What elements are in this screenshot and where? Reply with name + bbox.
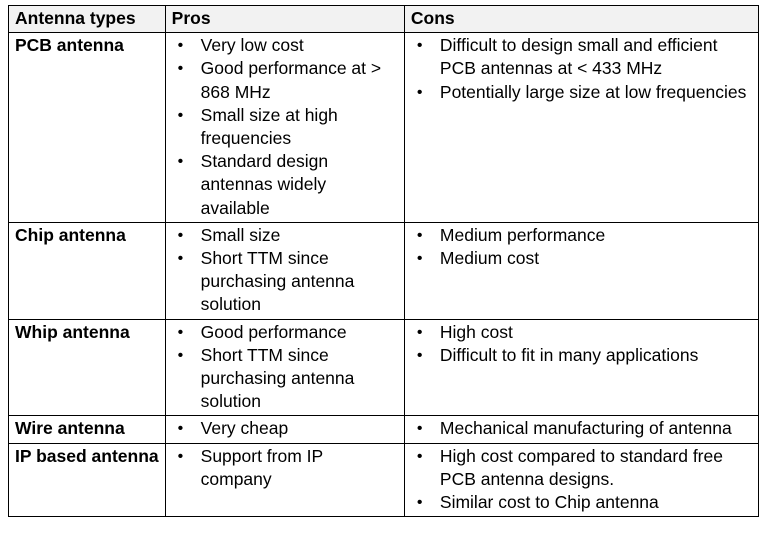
bullet-icon: • [416,494,423,512]
pros-cell: • Very cheap [164,415,405,444]
pros-item-text: Standard design antennas widely availabl… [200,151,329,218]
cons-item-text: High cost compared to standard free PCB … [439,445,723,489]
pros-item-text: Very low cost [200,35,304,56]
header-cons: Cons [403,4,760,34]
pros-list-item: • Support from IP company [172,445,398,491]
pros-list-item: • Short TTM since purchasing antenna solu… [172,247,398,317]
bullet-icon: • [177,323,184,341]
bullet-icon: • [177,250,184,268]
bullet-icon: • [416,83,423,101]
header-pros: Pros [164,4,405,34]
pros-list: • Support from IP company [172,445,398,491]
pros-cell: • Support from IP company [164,442,405,518]
cons-item-text: Medium performance [439,224,606,245]
cons-item-text: Mechanical manufacturing of antenna [439,418,732,439]
cons-list: • High cost compared to standard free PCB… [411,445,752,515]
pros-item-text: Support from IP company [200,445,323,489]
antenna-type-cell: Wire antenna [8,415,166,444]
cons-list: • Medium performance • Medium cost [411,224,752,270]
cons-item-text: Similar cost to Chip antenna [439,492,659,513]
bullet-icon: • [177,420,184,438]
bullet-icon: • [416,323,423,341]
bullet-icon: • [177,346,184,364]
pros-list: • Small size • Short TTM since purchasing a… [172,224,398,317]
pros-item-text: Short TTM since purchasing antenna solut… [200,248,355,315]
cons-cell: • Difficult to design small and efficient… [403,32,760,223]
cons-list-item: • Potentially large size at low frequenci… [411,81,752,104]
bullet-icon: • [177,447,184,465]
bullet-icon: • [416,420,423,438]
cons-cell: • Medium performance • Medium cost [403,221,760,320]
pros-list-item: • Very cheap [172,417,398,440]
bullet-icon: • [177,60,184,78]
bullet-icon: • [177,226,184,244]
table-row: IP based antenna • Support from IP company… [8,442,760,518]
pros-item-text: Good performance [200,321,347,342]
pros-list: • Very low cost • Good performance at > 868… [172,34,398,220]
bullet-icon: • [177,37,184,55]
cons-cell: • Mechanical manufacturing of antenna [403,415,760,444]
header-antenna-types: Antenna types [8,4,166,34]
cons-list-item: • Medium cost [411,247,752,270]
antenna-type-cell: PCB antenna [8,32,166,223]
bullet-icon: • [416,250,423,268]
pros-list: • Good performance • Short TTM since purcha… [172,321,398,414]
cons-list-item: • Medium performance [411,224,752,247]
pros-item-text: Small size at high frequencies [200,104,338,149]
antenna-type-cell: IP based antenna [8,442,166,518]
cons-cell: • High cost compared to standard free PCB… [403,442,760,518]
antenna-comparison-table: Antenna types Pros Cons PCB antenna • Very… [8,4,760,518]
table-row: Wire antenna • Very cheap • Mechanical manuf… [8,415,760,444]
pros-list-item: • Standard design antennas widely availab… [172,150,398,220]
table-row: PCB antenna • Very low cost • Good performan… [8,32,760,223]
pros-cell: • Small size • Short TTM since purchasing a… [164,221,405,320]
table-body: PCB antenna • Very low cost • Good performan… [8,32,760,518]
cons-item-text: Difficult to fit in many applications [439,344,699,365]
cons-list: • Difficult to design small and efficient… [411,34,752,104]
cons-item-text: Difficult to design small and efficient … [439,35,718,79]
pros-list-item: • Good performance [172,321,398,344]
cons-list-item: • High cost [411,321,752,344]
bullet-icon: • [177,153,184,171]
cons-item-text: Potentially large size at low frequencie… [439,81,747,102]
pros-list: • Very cheap [172,417,398,440]
cons-list-item: • Difficult to design small and efficient… [411,34,752,80]
cons-list-item: • Mechanical manufacturing of antenna [411,417,752,440]
pros-list-item: • Very low cost [172,34,398,57]
table-header-row: Antenna types Pros Cons [8,4,760,34]
pros-list-item: • Good performance at > 868 MHz [172,57,398,103]
cons-list-item: • High cost compared to standard free PCB… [411,445,752,491]
pros-list-item: • Short TTM since purchasing antenna solu… [172,344,398,414]
bullet-icon: • [416,346,423,364]
pros-item-text: Good performance at > 868 MHz [200,58,382,102]
cons-item-text: High cost [439,321,513,342]
pros-item-text: Very cheap [200,418,289,439]
pros-list-item: • Small size at high frequencies [172,104,398,150]
pros-item-text: Short TTM since purchasing antenna solut… [200,344,355,412]
bullet-icon: • [416,37,423,55]
pros-cell: • Very low cost • Good performance at > 868… [164,32,405,223]
cons-list-item: • Similar cost to Chip antenna [411,491,752,514]
cons-list: • High cost • Difficult to fit in many appl… [411,321,752,367]
antenna-type-cell: Chip antenna [8,221,166,320]
cons-cell: • High cost • Difficult to fit in many appl… [403,318,760,417]
pros-item-text: Small size [200,224,281,245]
table-row: Whip antenna • Good performance • Short TTM … [8,318,760,417]
antenna-type-cell: Whip antenna [8,318,166,417]
pros-cell: • Good performance • Short TTM since purcha… [164,318,405,417]
cons-list: • Mechanical manufacturing of antenna [411,417,752,440]
cons-item-text: Medium cost [439,248,540,269]
table-row: Chip antenna • Small size • Short TTM since … [8,221,760,320]
bullet-icon: • [177,106,184,124]
bullet-icon: • [416,226,423,244]
pros-list-item: • Small size [172,224,398,247]
bullet-icon: • [416,447,423,465]
cons-list-item: • Difficult to fit in many applications [411,344,752,367]
